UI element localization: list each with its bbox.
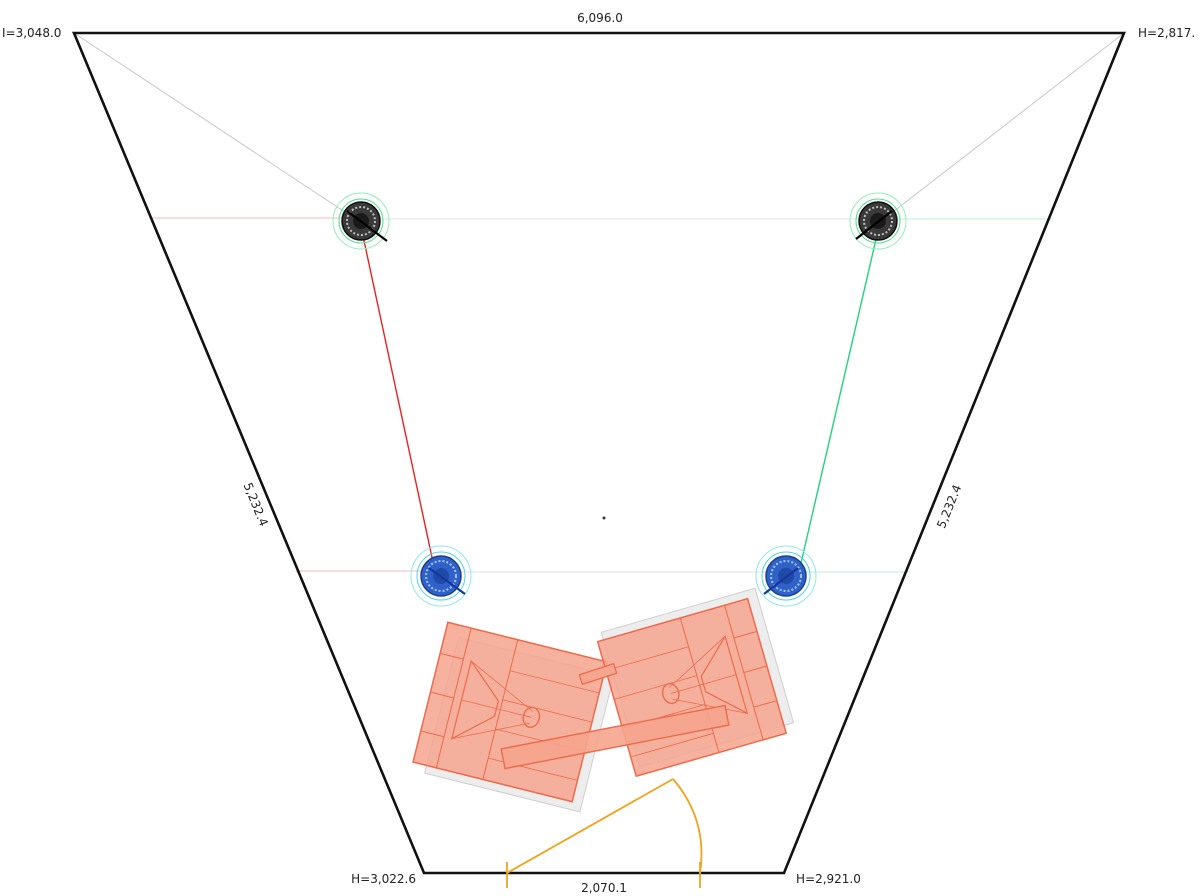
dimension-bottom: 2,070.1 xyxy=(581,881,627,895)
speaker-grille xyxy=(346,206,376,236)
dimension-left: 5,232.4 xyxy=(241,481,271,529)
guide-lines xyxy=(73,32,1125,573)
speaker-range-ring xyxy=(338,198,384,244)
long-bar xyxy=(500,704,730,770)
speaker-grille xyxy=(770,560,802,592)
sofa-icon xyxy=(596,587,795,778)
guide-line-front-left xyxy=(73,32,361,223)
corner-label-top-left: I=3,048.0 xyxy=(2,26,61,40)
chair-detail xyxy=(430,691,454,699)
right-channel-line xyxy=(797,221,881,577)
chair-detail xyxy=(605,646,689,671)
corner-label-bottom-right: H=2,921.0 xyxy=(796,872,861,886)
speaker-range-ring xyxy=(761,551,811,601)
corner-label-bottom-left: H=3,022.6 xyxy=(351,872,416,886)
speaker-grille xyxy=(425,560,457,592)
speaker-range-ring xyxy=(849,192,907,250)
center-point xyxy=(602,516,606,520)
chair-detail xyxy=(630,732,714,758)
angle-ray xyxy=(506,778,674,874)
sofa-icon xyxy=(412,621,615,813)
chair-detail xyxy=(522,706,541,728)
dimension-top: 6,096.0 xyxy=(577,11,623,25)
speaker-aim-line xyxy=(428,567,466,595)
speaker-rear-right[interactable] xyxy=(755,545,817,607)
corner-label-top-right: H=2,817. xyxy=(1138,26,1195,40)
speaker-range-ring xyxy=(410,545,472,607)
speaker-range-ring xyxy=(855,198,901,244)
chair-detail xyxy=(753,700,777,708)
console-connector xyxy=(578,662,618,686)
room-outline xyxy=(72,31,1126,875)
speaker-rear-left[interactable] xyxy=(410,545,472,607)
speaker-front-left[interactable] xyxy=(332,192,390,250)
speaker-range-ring xyxy=(332,192,390,250)
speaker-aim-line xyxy=(346,210,388,242)
speaker-aim-line xyxy=(855,210,893,240)
chair-detail xyxy=(420,730,445,738)
chair-detail xyxy=(439,652,464,660)
speaker-grille xyxy=(863,206,893,236)
chair-detail xyxy=(509,670,600,694)
recline-mechanism xyxy=(700,634,749,715)
chair-detail xyxy=(661,682,680,705)
chair-detail xyxy=(502,699,593,723)
chair-detail xyxy=(733,630,758,639)
recline-mechanism xyxy=(450,659,499,740)
left-channel-line xyxy=(359,221,437,577)
guide-line-front-right xyxy=(879,32,1125,223)
chair-detail xyxy=(451,660,534,740)
chair-detail xyxy=(743,665,768,674)
chair-detail xyxy=(614,675,697,700)
seating-group[interactable] xyxy=(411,587,796,813)
chair-back-line xyxy=(724,605,764,740)
chair-detail xyxy=(668,636,748,714)
speaker-front-right[interactable] xyxy=(849,192,907,250)
angle-marker xyxy=(506,778,703,888)
angle-arc xyxy=(672,778,703,874)
speaker-range-ring xyxy=(755,545,817,607)
speaker-aim-line xyxy=(763,567,799,595)
speaker-range-ring xyxy=(416,551,466,601)
